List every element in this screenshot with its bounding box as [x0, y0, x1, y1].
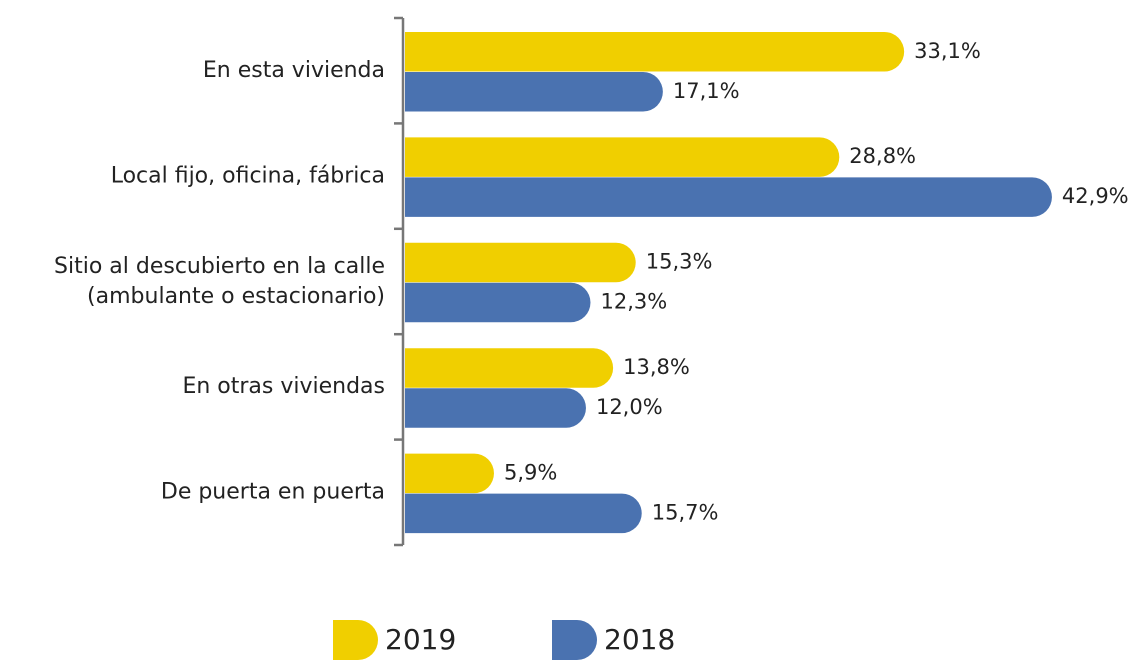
- value-label: 33,1%: [914, 39, 981, 63]
- value-label: 15,7%: [652, 500, 719, 524]
- bar: [405, 493, 642, 534]
- value-label: 15,3%: [646, 250, 713, 274]
- category-label: Local fijo, oficina, fábrica: [111, 163, 385, 188]
- bar: [405, 177, 1052, 217]
- category-label: Sitio al descubierto en la calle (ambulan…: [54, 254, 385, 309]
- category-label: En esta vivienda: [203, 58, 385, 83]
- bar: [405, 388, 586, 428]
- value-label: 17,1%: [673, 79, 740, 103]
- legend-label: 2019: [385, 623, 456, 656]
- bar: [405, 137, 840, 177]
- legend-swatch: [333, 620, 378, 660]
- bar: [405, 242, 636, 283]
- value-label: 12,3%: [600, 290, 667, 314]
- category-label: De puerta en puerta: [161, 480, 385, 505]
- category-label: En otras viviendas: [182, 374, 385, 399]
- bar: [405, 453, 494, 494]
- value-label: 42,9%: [1062, 184, 1129, 208]
- value-label: 13,8%: [623, 355, 690, 379]
- bar: [405, 282, 591, 323]
- bar: [405, 348, 614, 388]
- bar: [405, 72, 663, 112]
- legend-label: 2018: [604, 623, 675, 656]
- value-label: 5,9%: [504, 460, 557, 484]
- value-label: 12,0%: [596, 395, 663, 419]
- value-label: 28,8%: [849, 144, 916, 168]
- legend-swatch: [552, 620, 597, 660]
- bar: [405, 32, 905, 72]
